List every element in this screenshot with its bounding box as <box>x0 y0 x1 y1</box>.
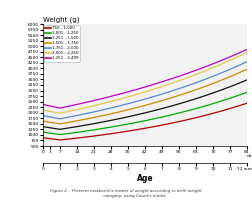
Text: Figure 2 -  Preterm newborns's means of weight according to birth weight
       : Figure 2 - Preterm newborns's means of w… <box>50 189 202 198</box>
X-axis label: Age: Age <box>137 174 153 183</box>
Legend: 750 - 1,000, 1,001 - 1,250, 1,251 - 1,500, 1,501 - 1,750, 1,751 - 2,000, 2,001 -: 750 - 1,000, 1,001 - 1,250, 1,251 - 1,50… <box>44 25 80 62</box>
Text: days: days <box>247 154 252 158</box>
Text: Weight (g): Weight (g) <box>43 16 79 23</box>
